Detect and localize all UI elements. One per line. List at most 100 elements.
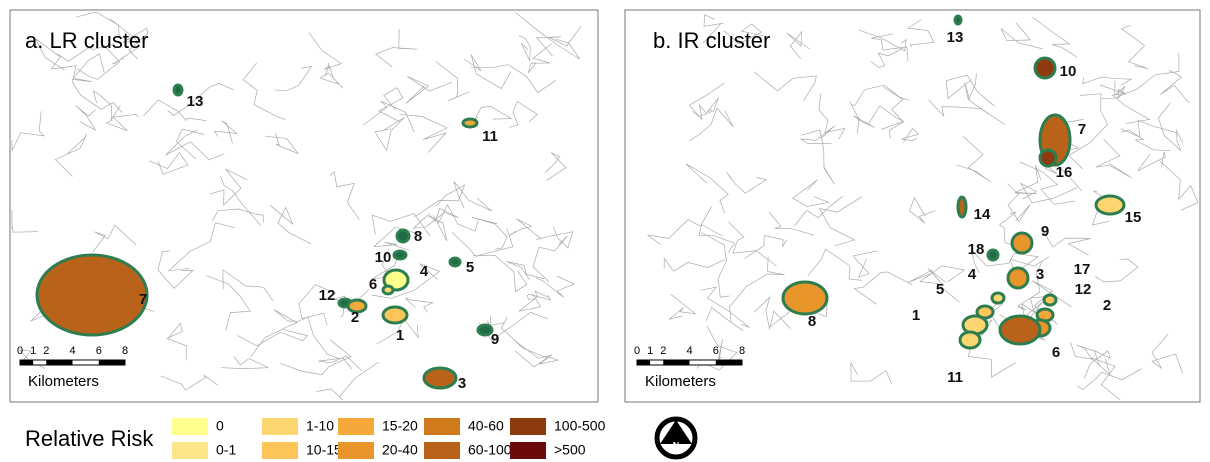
boundary	[274, 66, 313, 92]
legend-swatch	[338, 442, 374, 459]
boundary	[688, 82, 725, 121]
boundary	[54, 133, 88, 177]
cluster-label: 9	[1041, 223, 1049, 240]
cluster-label: 1	[912, 307, 920, 324]
cluster-area	[461, 117, 479, 129]
cluster-label: 3	[458, 375, 466, 392]
cluster-area	[1042, 293, 1058, 307]
boundary	[532, 235, 568, 283]
cluster-label: 11	[947, 369, 963, 386]
scale-unit: Kilometers	[28, 373, 99, 390]
boundary	[850, 362, 892, 384]
legend-swatch	[172, 442, 208, 459]
boundary	[1014, 165, 1042, 194]
cluster-label: 8	[808, 313, 816, 330]
boundary	[527, 43, 552, 74]
boundary	[508, 100, 538, 128]
boundary	[871, 33, 909, 61]
boundary	[1009, 252, 1050, 274]
boundary	[868, 105, 905, 139]
cluster-area	[1006, 266, 1030, 290]
cluster-area	[448, 256, 462, 268]
boundary	[157, 250, 194, 289]
cluster-area	[346, 298, 368, 314]
boundary	[800, 125, 836, 145]
boundary	[807, 248, 863, 281]
boundary	[453, 181, 493, 212]
cluster-label: 13	[947, 29, 964, 46]
boundary	[280, 339, 352, 376]
legend-label: 10-15	[306, 442, 342, 458]
legend-swatch	[510, 418, 546, 435]
boundary	[1017, 261, 1043, 311]
boundary	[35, 38, 75, 71]
cluster-area	[958, 330, 982, 350]
boundary	[1099, 84, 1151, 125]
boundary	[1077, 368, 1142, 390]
cluster-label: 16	[1056, 164, 1073, 181]
boundary	[165, 129, 225, 161]
cluster-label: 7	[1078, 121, 1086, 138]
cluster-area	[392, 249, 408, 261]
boundary	[316, 361, 380, 401]
boundary	[478, 312, 549, 343]
boundary	[1041, 228, 1091, 256]
boundary	[1094, 258, 1139, 283]
boundary	[319, 62, 344, 89]
legend-label: 15-20	[382, 418, 418, 434]
boundary	[374, 117, 405, 152]
cluster-label: 10	[1060, 63, 1077, 80]
boundary	[374, 28, 418, 68]
boundary	[426, 208, 460, 227]
cluster-label: 3	[1036, 266, 1044, 283]
scale-bar	[715, 360, 742, 365]
boundary	[850, 84, 910, 107]
north-arrow: N	[654, 416, 698, 460]
boundary	[1137, 151, 1166, 172]
boundary	[870, 47, 904, 68]
boundary	[726, 172, 768, 194]
boundary	[167, 83, 234, 116]
panel-frame	[9, 9, 599, 403]
cluster-label: 14	[974, 206, 991, 223]
scale-tick-label: 8	[739, 345, 745, 357]
scale-tick-label: 0	[17, 345, 23, 357]
boundary	[160, 374, 218, 391]
boundary	[167, 222, 236, 272]
boundary	[723, 23, 764, 45]
boundary	[414, 184, 466, 218]
boundary	[471, 64, 556, 94]
boundary	[209, 168, 248, 206]
cluster-area	[953, 14, 963, 26]
legend-title: Relative Risk	[25, 426, 154, 451]
boundary	[220, 176, 262, 226]
scale-tick-label: 8	[122, 345, 128, 357]
legend-swatch	[338, 418, 374, 435]
cluster-area	[998, 314, 1042, 346]
boundary	[286, 316, 338, 359]
boundary	[1000, 22, 1043, 50]
boundary	[685, 163, 729, 214]
cluster-area	[1033, 56, 1057, 80]
boundary	[143, 99, 207, 121]
scale-tick-label: 2	[660, 345, 666, 357]
boundary	[1151, 333, 1183, 374]
boundary	[1090, 357, 1121, 401]
boundary	[1120, 24, 1149, 70]
boundary	[211, 208, 264, 223]
cluster-label: 18	[968, 241, 985, 258]
boundary	[692, 97, 719, 118]
boundary	[1032, 16, 1077, 58]
cluster-label: 5	[466, 259, 474, 276]
boundary	[1069, 93, 1109, 156]
legend-label: 40-60	[468, 418, 504, 434]
boundary	[11, 209, 38, 233]
boundary	[970, 248, 1015, 274]
cluster-area	[422, 366, 458, 390]
legend-swatch	[424, 418, 460, 435]
boundary	[318, 355, 362, 371]
scale-tick-label: 4	[686, 345, 692, 357]
boundary	[706, 304, 744, 331]
cluster-label: 2	[1103, 297, 1111, 314]
